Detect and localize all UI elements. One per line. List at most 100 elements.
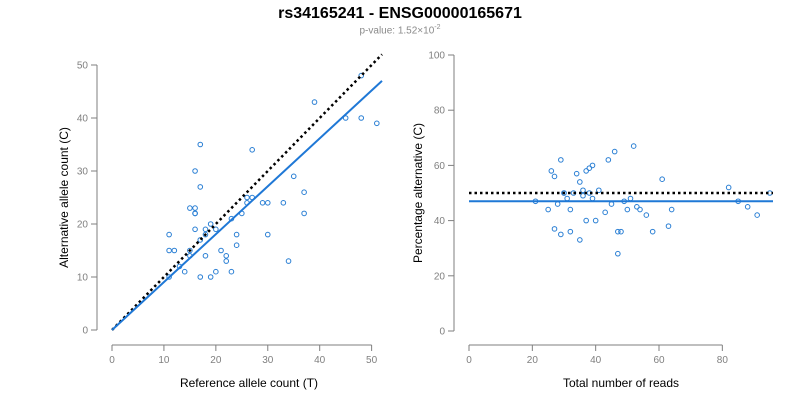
right-data-point <box>611 148 618 155</box>
right-data-point <box>615 250 621 257</box>
left-fit-line <box>111 80 383 331</box>
right-data-point <box>637 206 643 213</box>
left-data-point <box>166 231 172 238</box>
left-y-tick-label: 10 <box>77 273 89 284</box>
right-x-tick-label: 80 <box>717 355 729 366</box>
right-data-point <box>630 143 637 149</box>
left-x-tick-label: 0 <box>109 355 115 366</box>
left-data-point <box>187 205 193 211</box>
right-data-point <box>602 209 608 216</box>
left-data-point <box>218 247 224 254</box>
left-data-point <box>192 226 198 233</box>
left-data-point <box>187 247 193 254</box>
right-data-point <box>589 162 596 169</box>
left-reference-line <box>111 53 383 331</box>
left-data-point <box>213 268 219 275</box>
p-value-exponent: -2 <box>434 24 441 31</box>
right-data-point <box>548 168 555 174</box>
right-data-point <box>627 195 634 202</box>
right-data-point <box>659 176 665 182</box>
right-data-point <box>668 206 675 213</box>
left-x-tick-label: 20 <box>210 355 222 366</box>
left-data-point <box>197 184 204 190</box>
left-data-point <box>301 189 307 195</box>
left-data-point <box>358 72 365 79</box>
right-data-point <box>583 168 589 174</box>
right-data-point <box>564 195 570 202</box>
left-data-point <box>301 210 307 217</box>
right-data-point <box>615 228 621 235</box>
right-data-point <box>567 228 574 235</box>
right-data-point <box>577 237 583 243</box>
left-data-point <box>358 115 365 121</box>
right-data-point <box>649 228 656 235</box>
p-value-text: p-value: 1.52×10 <box>359 25 435 37</box>
right-data-point <box>551 173 558 180</box>
left-data-point <box>171 247 178 254</box>
left-data-point <box>249 147 255 153</box>
right-data-point <box>573 170 580 177</box>
left-data-point <box>213 226 219 233</box>
left-data-point <box>192 205 198 211</box>
left-data-point <box>264 200 271 206</box>
left-data-point <box>223 258 230 264</box>
right-y-axis-title: Percentage alternative (C) <box>411 123 425 263</box>
left-x-axis-title: Reference allele count (T) <box>180 376 318 390</box>
right-y-tick-label: 100 <box>428 51 445 62</box>
left-data-point <box>374 120 380 127</box>
right-scatter-panel: 0 20 40 60 80 0 20 40 60 80 100 Total number of rea… <box>411 51 773 390</box>
left-data-point <box>233 231 240 238</box>
left-x-tick-label: 30 <box>262 355 274 366</box>
left-data-point <box>207 274 214 280</box>
left-y-tick-label: 20 <box>77 220 89 231</box>
chart-title: rs34165241 - ENSG00000165671 <box>278 5 522 22</box>
left-data-point <box>202 253 209 259</box>
right-data-point <box>618 228 624 235</box>
left-data-point <box>181 268 188 275</box>
right-data-point <box>558 231 564 238</box>
right-x-tick-label: 60 <box>653 355 665 366</box>
right-y-tick-label: 40 <box>434 216 446 227</box>
right-data-point <box>665 223 672 229</box>
right-data-point <box>592 217 599 224</box>
right-data-point <box>589 195 596 202</box>
left-data-point <box>166 247 172 254</box>
right-y-tick-label: 0 <box>439 327 445 338</box>
left-data-point <box>192 210 198 217</box>
right-data-point <box>754 212 760 218</box>
left-y-tick-label: 0 <box>82 326 88 337</box>
left-y-axis-title: Alternative allele count (C) <box>57 127 71 268</box>
left-data-point <box>202 226 209 233</box>
right-x-tick-label: 0 <box>466 355 472 366</box>
right-data-point <box>643 212 650 218</box>
right-y-tick-label: 60 <box>434 161 446 172</box>
right-data-point <box>586 165 593 171</box>
left-data-point <box>311 99 318 105</box>
left-data-point <box>166 274 172 280</box>
right-y-tick-label: 80 <box>434 106 446 117</box>
right-data-point <box>580 187 586 194</box>
p-value-subtitle: p-value: 1.52×10-2 <box>0 24 800 36</box>
right-data-point <box>725 184 732 191</box>
left-x-tick-label: 50 <box>366 355 378 366</box>
left-data-point <box>290 173 297 180</box>
left-data-point <box>207 221 214 227</box>
right-x-tick-label: 40 <box>590 355 602 366</box>
left-x-tick-label: 40 <box>314 355 326 366</box>
left-y-tick-label: 50 <box>77 61 89 72</box>
left-data-point <box>192 168 198 174</box>
right-data-point <box>558 157 564 163</box>
left-data-point <box>285 258 292 264</box>
right-x-axis-title: Total number of reads <box>563 376 679 390</box>
right-data-point <box>545 206 551 213</box>
left-data-point <box>202 231 209 238</box>
right-data-point <box>561 190 567 196</box>
right-data-point <box>605 157 612 163</box>
left-data-point <box>233 242 240 248</box>
left-data-point <box>280 200 287 206</box>
left-data-point <box>259 200 266 206</box>
left-x-tick-label: 10 <box>158 355 170 366</box>
left-data-point <box>197 237 204 243</box>
right-data-point <box>744 204 751 210</box>
